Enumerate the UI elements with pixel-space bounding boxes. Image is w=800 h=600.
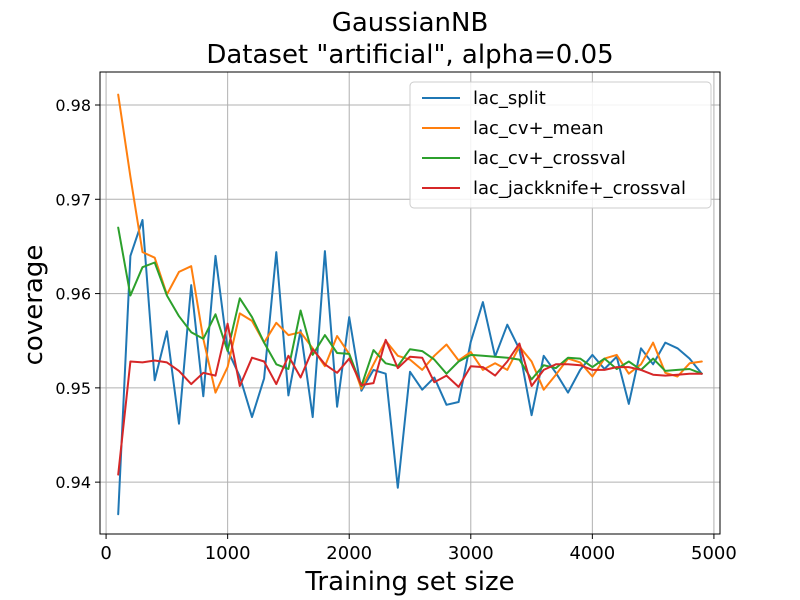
legend-label: lac_cv+_mean	[473, 118, 604, 139]
series-layer	[117, 93, 703, 516]
x-tick-label: 2000	[326, 543, 372, 564]
y-tick-label: 0.98	[55, 96, 91, 115]
legend: lac_split lac_cv+_mean lac_cv+_crossvallac…	[409, 81, 712, 209]
x-tick-label: 0	[100, 543, 111, 564]
y-tick-label: 0.94	[55, 473, 91, 492]
y-axis-label: coverage	[19, 245, 49, 366]
x-tick-label: 3000	[448, 543, 494, 564]
legend-label: lac_split	[473, 88, 546, 109]
y-tick-label: 0.96	[55, 285, 91, 304]
chart-title: GaussianNB	[332, 8, 489, 38]
x-tick-label: 4000	[569, 543, 615, 564]
tick-layer: 0 1000 2000 3000 4000 5000 0.94 0.95 0.96 0.97 0.9…	[55, 96, 736, 564]
y-tick-label: 0.97	[55, 190, 91, 209]
legend-label: lac_jackknife+_crossval	[473, 178, 686, 199]
x-axis-label: Training set size	[304, 567, 514, 597]
x-tick-label: 5000	[691, 543, 737, 564]
chart-subtitle: Dataset "artificial", alpha=0.05	[206, 40, 613, 70]
legend-box	[409, 81, 712, 209]
series-line-lac_jackknife+_crossval	[117, 322, 703, 476]
plot-frame	[99, 71, 721, 535]
x-tick-label: 1000	[205, 543, 251, 564]
legend-label: lac_cv+_crossval	[473, 148, 626, 169]
series-line-lac_cv+_crossval	[117, 226, 703, 387]
y-tick-label: 0.95	[55, 379, 91, 398]
